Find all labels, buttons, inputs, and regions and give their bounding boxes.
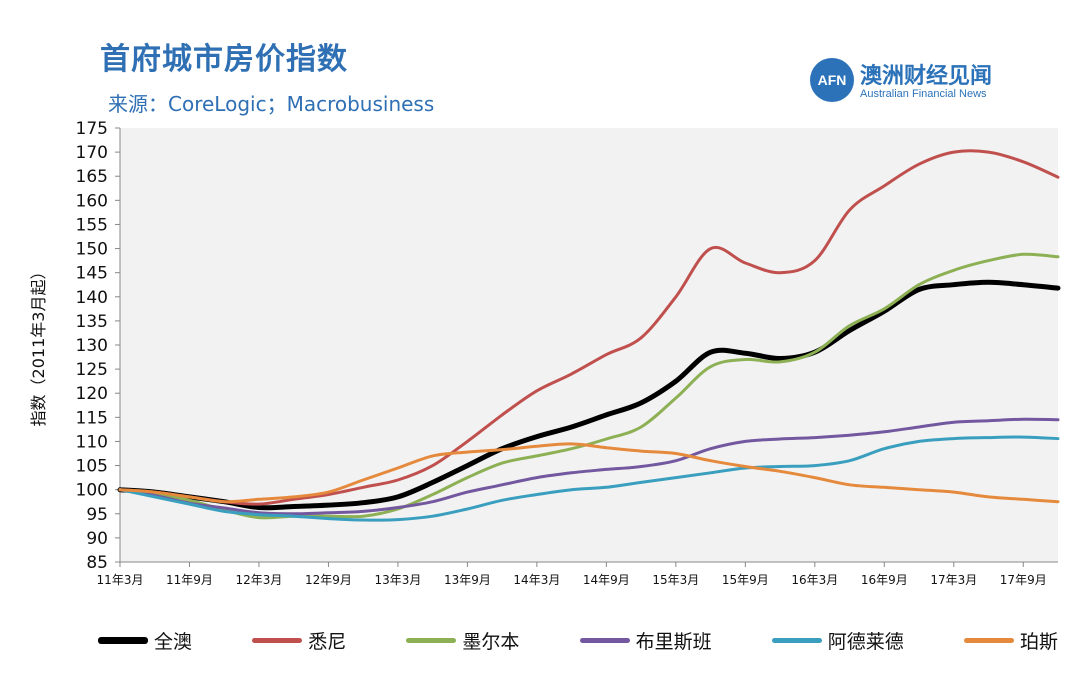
x-tick-label: 14年9月 bbox=[583, 573, 630, 587]
y-tick-label: 115 bbox=[76, 408, 108, 428]
y-tick-label: 130 bbox=[76, 336, 108, 356]
x-tick-label: 12年9月 bbox=[305, 573, 352, 587]
series-line-珀斯 bbox=[118, 442, 1060, 504]
y-tick-label: 125 bbox=[76, 360, 108, 380]
chart-subtitle: 来源：CoreLogic；Macrobusiness bbox=[108, 92, 435, 116]
y-tick-label: 155 bbox=[76, 215, 108, 235]
afn-logo-icon: AFN bbox=[810, 58, 854, 102]
chart-title: 首府城市房价指数 bbox=[100, 42, 348, 77]
series-lines bbox=[117, 149, 1061, 522]
y-tick-label: 100 bbox=[76, 481, 108, 501]
y-tick-label: 90 bbox=[86, 529, 108, 549]
series-line-悉尼 bbox=[118, 149, 1060, 506]
y-axis-label: 指数（2011年3月起） bbox=[29, 264, 48, 427]
legend-swatch bbox=[963, 637, 1014, 643]
y-tick-label: 140 bbox=[76, 288, 108, 308]
y-tick-label: 160 bbox=[76, 191, 108, 211]
legend-label: 阿德莱德 bbox=[827, 630, 904, 653]
x-tick-label: 15年3月 bbox=[652, 573, 699, 587]
series-line-全澳 bbox=[117, 279, 1061, 511]
x-tick-label: 13年9月 bbox=[444, 573, 491, 587]
brand-subtitle: Australian Financial News bbox=[860, 88, 987, 100]
x-tick-label: 16年3月 bbox=[791, 573, 838, 587]
y-tick-label: 110 bbox=[76, 432, 108, 452]
brand-name: 澳洲财经见闻 bbox=[860, 64, 993, 89]
legend-swatch bbox=[579, 637, 630, 643]
legend-swatch bbox=[98, 636, 148, 644]
y-tick-label: 85 bbox=[86, 553, 108, 573]
y-tick-label: 150 bbox=[76, 240, 108, 260]
legend-label: 墨尔本 bbox=[462, 630, 520, 653]
legend-swatch bbox=[406, 637, 457, 643]
x-tick-label: 17年9月 bbox=[1000, 573, 1047, 587]
y-tick-label: 120 bbox=[76, 384, 108, 404]
legend-label: 布里斯班 bbox=[635, 630, 712, 653]
series-line-阿德莱德 bbox=[118, 435, 1060, 522]
y-axis-ticks: 85 90 95 100 105 110 115 120 125 130 135 140 145 150 1… bbox=[76, 119, 120, 573]
legend-item: 墨尔本 bbox=[406, 627, 519, 654]
y-tick-label: 95 bbox=[86, 505, 108, 525]
plot-area bbox=[120, 128, 1058, 562]
y-tick-label: 135 bbox=[76, 312, 108, 332]
x-tick-label: 12年3月 bbox=[236, 573, 283, 587]
legend-item: 悉尼 bbox=[252, 627, 346, 654]
legend-item: 珀斯 bbox=[963, 627, 1058, 654]
legend-swatch bbox=[771, 637, 822, 643]
legend-label: 全澳 bbox=[154, 630, 193, 653]
y-tick-label: 175 bbox=[76, 119, 108, 139]
x-axis-ticks: 11年3月 11年9月 12年3月 12年9月 13年3月 13年9月 14年3月 14年9月… bbox=[97, 562, 1047, 587]
x-tick-label: 11年9月 bbox=[166, 573, 213, 587]
y-tick-label: 165 bbox=[76, 167, 108, 187]
legend-item: 全澳 bbox=[98, 627, 192, 654]
x-tick-label: 16年9月 bbox=[861, 573, 908, 587]
legend-item: 布里斯班 bbox=[579, 627, 712, 654]
series-line-布里斯班 bbox=[118, 417, 1060, 516]
legend: 全澳 悉尼 墨尔本 布里斯班 阿德莱德 珀斯 bbox=[98, 625, 1058, 655]
legend-swatch bbox=[252, 637, 303, 643]
y-tick-label: 145 bbox=[76, 264, 108, 284]
x-tick-label: 15年9月 bbox=[722, 573, 769, 587]
x-tick-label: 17年3月 bbox=[930, 573, 977, 587]
x-tick-label: 11年3月 bbox=[97, 573, 144, 587]
legend-item: 阿德莱德 bbox=[771, 627, 904, 654]
legend-label: 悉尼 bbox=[308, 630, 347, 653]
legend-label: 珀斯 bbox=[1019, 630, 1058, 653]
x-tick-label: 14年3月 bbox=[513, 573, 560, 587]
y-tick-label: 105 bbox=[76, 457, 108, 477]
x-tick-label: 13年3月 bbox=[374, 573, 421, 587]
y-tick-label: 170 bbox=[76, 143, 108, 163]
